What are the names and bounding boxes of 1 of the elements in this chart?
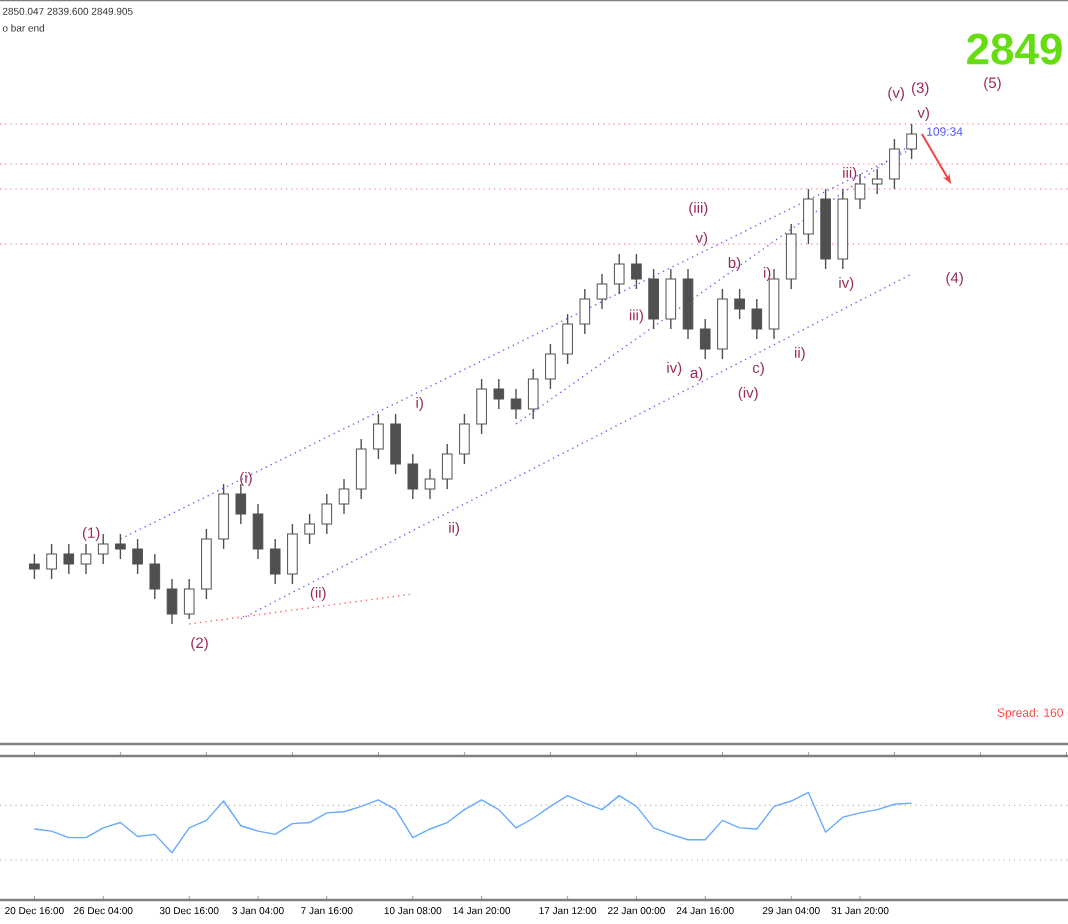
text: 2849 xyxy=(967,33,1062,65)
